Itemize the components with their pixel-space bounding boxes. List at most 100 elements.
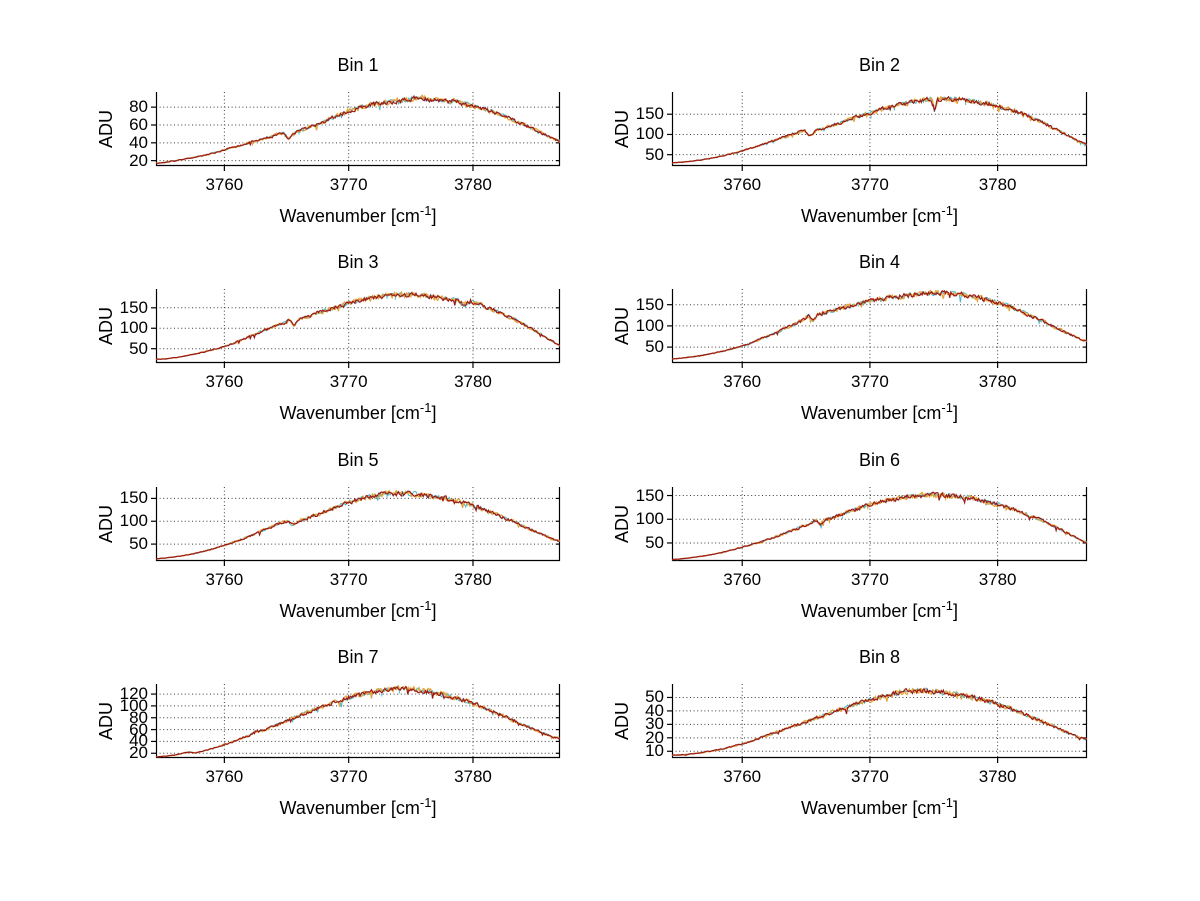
- x-axis-label-text: Wavenumber [cm: [801, 206, 942, 226]
- y-tick-label: 100: [635, 315, 664, 335]
- y-tick-label: 20: [129, 150, 148, 170]
- spectrum-line: [672, 491, 1087, 561]
- x-tick-label: 3780: [978, 175, 1017, 194]
- spectrum-line: [156, 94, 560, 165]
- plot-area: [151, 92, 561, 171]
- x-tick-label: 3770: [329, 767, 368, 786]
- x-axis-label-exponent: -1: [941, 400, 953, 415]
- x-axis-label-text: Wavenumber [cm: [279, 403, 420, 423]
- y-tick-label: 100: [119, 318, 148, 338]
- axes: [667, 487, 1088, 566]
- y-tick-label: 50: [645, 337, 664, 357]
- x-axis-label-exponent: -1: [941, 598, 953, 613]
- x-axis-label-text: ]: [431, 798, 437, 818]
- gridlines: [672, 487, 1087, 561]
- x-tick-label: 3780: [454, 570, 492, 589]
- x-tick-label: 3780: [978, 372, 1017, 391]
- x-axis-label-text: ]: [952, 403, 958, 423]
- subplot-bin-8: Bin 8 ADU 10 20 30 40 50 3760 3770 3780 Wavenumber…: [542, 644, 1099, 834]
- x-axis-label-exponent: -1: [419, 203, 432, 218]
- y-tick-label: 100: [119, 695, 148, 715]
- y-tick-label: 150: [635, 104, 664, 124]
- x-tick-label: 3780: [978, 767, 1017, 786]
- spectrum-line: [156, 490, 560, 560]
- x-axis-label-text: Wavenumber [cm: [279, 798, 420, 818]
- x-axis-label: Wavenumber [cm-1]: [672, 400, 1087, 424]
- spectrum-line: [672, 95, 1087, 164]
- plot-area: [667, 289, 1088, 368]
- gridlines: [672, 684, 1087, 758]
- y-tick-label: 50: [129, 534, 148, 554]
- x-axis-label-exponent: -1: [419, 598, 432, 613]
- x-axis-label: Wavenumber [cm-1]: [156, 795, 560, 819]
- y-tick-label: 100: [119, 511, 148, 531]
- x-axis-label-text: Wavenumber [cm: [801, 798, 942, 818]
- spectrum-line: [156, 686, 560, 758]
- x-axis-label: Wavenumber [cm-1]: [156, 400, 560, 424]
- subplot-bin-6: Bin 6 ADU 50 100 150 3760 3770 3780 Wavenumber […: [542, 447, 1099, 637]
- subplot-bin-3: Bin 3 ADU 50 100 150 3760 3770 3780 Wavenumber […: [26, 249, 572, 439]
- y-tick-label: 20: [129, 743, 148, 763]
- y-tick-label: 40: [129, 731, 148, 751]
- x-axis-label: Wavenumber [cm-1]: [672, 203, 1087, 227]
- spectrum-line-cyan: [156, 490, 560, 560]
- x-tick-label: 3780: [454, 767, 492, 786]
- x-tick-label: 3760: [205, 175, 244, 194]
- y-tick-label: 50: [129, 338, 148, 358]
- plot-title: Bin 3: [337, 252, 379, 272]
- x-tick-label: 3780: [454, 175, 492, 194]
- plot-title: Bin 1: [337, 55, 379, 75]
- y-tick-label: 100: [635, 509, 664, 529]
- plot-title: Bin 4: [858, 252, 901, 272]
- subplot-bin-1: Bin 1 ADU 20 40 60 80 3760 3770 3780 Wavenumber […: [26, 52, 572, 242]
- y-tick-label: 50: [645, 532, 664, 552]
- x-tick-label: 3770: [329, 372, 368, 391]
- spectrum-line: [672, 687, 1087, 756]
- x-axis-label-text: Wavenumber [cm: [801, 601, 942, 621]
- y-tick-label: 150: [119, 488, 148, 508]
- y-tick-label: 150: [635, 294, 664, 314]
- x-axis-label-text: ]: [431, 206, 437, 226]
- y-tick-label: 150: [119, 297, 148, 317]
- axes: [151, 487, 561, 566]
- spectrum-line-cyan: [156, 95, 560, 164]
- x-tick-label: 3760: [205, 372, 244, 391]
- gridlines: [672, 289, 1087, 363]
- x-axis-label-text: Wavenumber [cm: [279, 206, 420, 226]
- x-tick-label: 3760: [723, 175, 762, 194]
- x-tick-label: 3780: [978, 570, 1017, 589]
- x-axis-label-exponent: -1: [941, 203, 953, 218]
- plot-area: [667, 92, 1088, 171]
- plot-title: Bin 8: [858, 647, 901, 667]
- plot-area: [667, 487, 1088, 566]
- plot-area: [667, 684, 1088, 763]
- x-tick-label: 3770: [851, 372, 889, 391]
- spectrum-line: [672, 289, 1087, 360]
- x-tick-label: 3760: [723, 372, 762, 391]
- subplot-bin-5: Bin 5 ADU 50 100 150 3760 3770 3780 Wavenumber […: [26, 447, 572, 637]
- x-axis-label-text: ]: [952, 601, 958, 621]
- gridlines: [156, 289, 560, 363]
- spectrum-line-yellow: [156, 94, 560, 164]
- x-axis-label-text: ]: [431, 601, 437, 621]
- plot-area: [151, 684, 561, 763]
- spectrum-line-cyan: [672, 290, 1087, 360]
- y-tick-label: 100: [635, 124, 664, 144]
- spectrum-line: [156, 291, 560, 360]
- spectrum-line-yellow: [156, 489, 560, 560]
- y-tick-label: 80: [129, 707, 148, 727]
- subplot-bin-7: Bin 7 ADU 20 40 60 80 100 120 3760 3770 3780 Wavenu…: [26, 644, 572, 834]
- x-tick-label: 3770: [851, 570, 889, 589]
- x-axis-label-text: ]: [952, 798, 958, 818]
- y-tick-label: 50: [645, 144, 664, 164]
- x-tick-label: 3770: [329, 175, 368, 194]
- y-tick-label: 120: [119, 684, 148, 704]
- y-tick-label: 40: [129, 132, 148, 152]
- y-tick-label: 150: [635, 485, 664, 505]
- x-tick-label: 3760: [723, 767, 762, 786]
- x-tick-label: 3760: [723, 570, 762, 589]
- spectrum-line-cyan: [156, 685, 560, 758]
- x-axis-label-text: Wavenumber [cm: [279, 601, 420, 621]
- x-axis-label-exponent: -1: [419, 400, 432, 415]
